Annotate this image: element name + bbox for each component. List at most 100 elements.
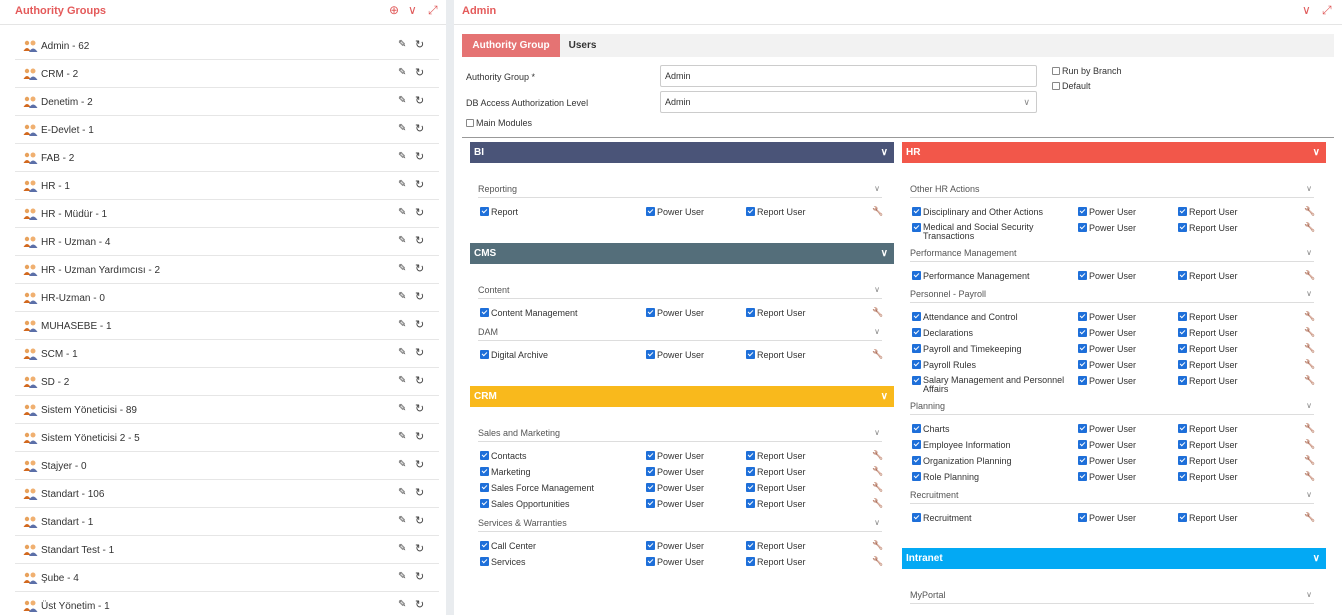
module-header[interactable]: Intranet ∨ bbox=[902, 548, 1326, 569]
power-user-checkbox[interactable]: Power User bbox=[1078, 472, 1136, 482]
edit-icon[interactable]: ✎ bbox=[398, 263, 407, 274]
group-header[interactable]: MyPortal ∨ bbox=[910, 590, 1314, 604]
power-user-checkbox[interactable]: Power User bbox=[1078, 223, 1136, 233]
group-header[interactable]: Other HR Actions ∨ bbox=[910, 184, 1314, 198]
power-user-checkbox[interactable]: Power User bbox=[1078, 271, 1136, 281]
power-user-checkbox[interactable]: Power User bbox=[1078, 456, 1136, 466]
main-modules-checkbox[interactable]: Main Modules bbox=[466, 118, 532, 128]
edit-icon[interactable]: ✎ bbox=[398, 291, 407, 302]
report-user-checkbox[interactable]: Report User bbox=[746, 557, 806, 567]
wrench-icon[interactable]: 🔧 bbox=[1304, 359, 1316, 369]
group-header[interactable]: Sales and Marketing ∨ bbox=[478, 428, 882, 442]
permission-checkbox[interactable]: Salary Management and Personnel Affairs bbox=[912, 376, 1073, 394]
power-user-checkbox[interactable]: Power User bbox=[1078, 513, 1136, 523]
permission-checkbox[interactable]: Employee Information bbox=[912, 440, 1011, 450]
report-user-checkbox[interactable]: Report User bbox=[1178, 328, 1238, 338]
chevron-down-icon[interactable]: ∨ bbox=[1312, 147, 1320, 158]
permission-checkbox[interactable]: Role Planning bbox=[912, 472, 979, 482]
power-user-checkbox[interactable]: Power User bbox=[646, 541, 704, 551]
permission-checkbox[interactable]: Payroll and Timekeeping bbox=[912, 344, 1022, 354]
wrench-icon[interactable]: 🔧 bbox=[1304, 512, 1316, 522]
tab-users[interactable]: Users bbox=[568, 40, 597, 51]
power-user-checkbox[interactable]: Power User bbox=[646, 451, 704, 461]
reset-icon[interactable]: ↻ bbox=[415, 67, 425, 79]
wrench-icon[interactable]: 🔧 bbox=[872, 307, 884, 317]
reset-icon[interactable]: ↻ bbox=[415, 515, 425, 527]
chevron-down-icon[interactable]: ∨ bbox=[880, 391, 888, 402]
edit-icon[interactable]: ✎ bbox=[398, 599, 407, 610]
list-item[interactable]: Admin - 62 ✎ ↻ bbox=[15, 32, 439, 60]
report-user-checkbox[interactable]: Report User bbox=[746, 499, 806, 509]
report-user-checkbox[interactable]: Report User bbox=[746, 541, 806, 551]
permission-checkbox[interactable]: Marketing bbox=[480, 467, 531, 477]
reset-icon[interactable]: ↻ bbox=[415, 207, 425, 219]
list-item[interactable]: FAB - 2 ✎ ↻ bbox=[15, 144, 439, 172]
wrench-icon[interactable]: 🔧 bbox=[1304, 375, 1316, 385]
report-user-checkbox[interactable]: Report User bbox=[1178, 456, 1238, 466]
list-item[interactable]: HR-Uzman - 0 ✎ ↻ bbox=[15, 284, 439, 312]
list-item[interactable]: HR - Müdür - 1 ✎ ↻ bbox=[15, 200, 439, 228]
list-item[interactable]: Standart - 1 ✎ ↻ bbox=[15, 508, 439, 536]
list-item[interactable]: HR - 1 ✎ ↻ bbox=[15, 172, 439, 200]
edit-icon[interactable]: ✎ bbox=[398, 571, 407, 582]
list-item[interactable]: HR - Uzman - 4 ✎ ↻ bbox=[15, 228, 439, 256]
wrench-icon[interactable]: 🔧 bbox=[872, 450, 884, 460]
reset-icon[interactable]: ↻ bbox=[415, 571, 425, 583]
edit-icon[interactable]: ✎ bbox=[398, 235, 407, 246]
power-user-checkbox[interactable]: Power User bbox=[1078, 207, 1136, 217]
edit-icon[interactable]: ✎ bbox=[398, 151, 407, 162]
list-item[interactable]: Sistem Yöneticisi - 89 ✎ ↻ bbox=[15, 396, 439, 424]
edit-icon[interactable]: ✎ bbox=[398, 375, 407, 386]
reset-icon[interactable]: ↻ bbox=[415, 291, 425, 303]
group-header[interactable]: Recruitment ∨ bbox=[910, 490, 1314, 504]
edit-icon[interactable]: ✎ bbox=[398, 319, 407, 330]
power-user-checkbox[interactable]: Power User bbox=[1078, 344, 1136, 354]
wrench-icon[interactable]: 🔧 bbox=[872, 466, 884, 476]
reset-icon[interactable]: ↻ bbox=[415, 347, 425, 359]
permission-checkbox[interactable]: Declarations bbox=[912, 328, 973, 338]
reset-icon[interactable]: ↻ bbox=[415, 263, 425, 275]
power-user-checkbox[interactable]: Power User bbox=[1078, 360, 1136, 370]
group-header[interactable]: DAM ∨ bbox=[478, 327, 882, 341]
group-header[interactable]: Planning ∨ bbox=[910, 401, 1314, 415]
report-user-checkbox[interactable]: Report User bbox=[1178, 344, 1238, 354]
module-header[interactable]: CRM ∨ bbox=[470, 386, 894, 407]
reset-icon[interactable]: ↻ bbox=[415, 179, 425, 191]
report-user-checkbox[interactable]: Report User bbox=[1178, 513, 1238, 523]
edit-icon[interactable]: ✎ bbox=[398, 123, 407, 134]
module-header[interactable]: CMS ∨ bbox=[470, 243, 894, 264]
wrench-icon[interactable]: 🔧 bbox=[1304, 423, 1316, 433]
list-item[interactable]: Standart - 106 ✎ ↻ bbox=[15, 480, 439, 508]
power-user-checkbox[interactable]: Power User bbox=[1078, 328, 1136, 338]
wrench-icon[interactable]: 🔧 bbox=[1304, 455, 1316, 465]
list-item[interactable]: Şube - 4 ✎ ↻ bbox=[15, 564, 439, 592]
permission-checkbox[interactable]: Organization Planning bbox=[912, 456, 1012, 466]
report-user-checkbox[interactable]: Report User bbox=[1178, 376, 1238, 386]
report-user-checkbox[interactable]: Report User bbox=[1178, 440, 1238, 450]
wrench-icon[interactable]: 🔧 bbox=[872, 556, 884, 566]
list-item[interactable]: MUHASEBE - 1 ✎ ↻ bbox=[15, 312, 439, 340]
list-item[interactable]: CRM - 2 ✎ ↻ bbox=[15, 60, 439, 88]
permission-checkbox[interactable]: Digital Archive bbox=[480, 350, 548, 360]
module-header[interactable]: HR ∨ bbox=[902, 142, 1326, 163]
list-item[interactable]: E-Devlet - 1 ✎ ↻ bbox=[15, 116, 439, 144]
reset-icon[interactable]: ↻ bbox=[415, 375, 425, 387]
edit-icon[interactable]: ✎ bbox=[398, 95, 407, 106]
db-access-select[interactable]: Admin ∨ bbox=[660, 91, 1037, 113]
wrench-icon[interactable]: 🔧 bbox=[1304, 343, 1316, 353]
wrench-icon[interactable]: 🔧 bbox=[1304, 311, 1316, 321]
report-user-checkbox[interactable]: Report User bbox=[746, 308, 806, 318]
report-user-checkbox[interactable]: Report User bbox=[1178, 360, 1238, 370]
wrench-icon[interactable]: 🔧 bbox=[1304, 206, 1316, 216]
power-user-checkbox[interactable]: Power User bbox=[646, 207, 704, 217]
permission-checkbox[interactable]: Medical and Social Security Transactions bbox=[912, 223, 1073, 241]
wrench-icon[interactable]: 🔧 bbox=[1304, 471, 1316, 481]
chevron-down-icon[interactable]: ∨ bbox=[408, 3, 417, 17]
power-user-checkbox[interactable]: Power User bbox=[1078, 312, 1136, 322]
run-by-branch-checkbox[interactable]: Run by Branch bbox=[1052, 66, 1122, 76]
reset-icon[interactable]: ↻ bbox=[415, 431, 425, 443]
edit-icon[interactable]: ✎ bbox=[398, 431, 407, 442]
chevron-down-icon[interactable]: ∨ bbox=[1302, 3, 1311, 17]
edit-icon[interactable]: ✎ bbox=[398, 487, 407, 498]
reset-icon[interactable]: ↻ bbox=[415, 123, 425, 135]
